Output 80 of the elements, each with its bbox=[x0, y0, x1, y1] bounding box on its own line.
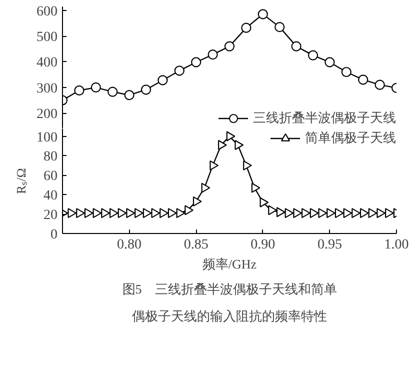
text: 偶极子天线的输入阻抗的频率特性 bbox=[132, 308, 327, 324]
point bbox=[274, 22, 285, 32]
y-tick-label: 200 bbox=[36, 107, 58, 122]
point bbox=[84, 208, 94, 218]
y-tick-label: 0 bbox=[50, 228, 58, 242]
y-tick-label: 600 bbox=[36, 4, 58, 20]
point bbox=[124, 90, 134, 100]
point bbox=[218, 140, 227, 150]
point bbox=[352, 208, 360, 218]
point bbox=[284, 208, 294, 218]
x-tick-label: 0.85 bbox=[184, 238, 208, 252]
point bbox=[208, 49, 218, 60]
point bbox=[258, 9, 268, 20]
point bbox=[241, 22, 252, 33]
point bbox=[134, 208, 144, 218]
point bbox=[334, 208, 344, 218]
y-tick-label: 100 bbox=[36, 130, 58, 146]
point bbox=[68, 208, 77, 218]
x-tick-label: 0.95 bbox=[317, 238, 342, 252]
point bbox=[358, 74, 368, 85]
point bbox=[293, 208, 302, 218]
point bbox=[191, 57, 202, 68]
y-tick-label: 500 bbox=[36, 30, 58, 46]
x-tick-label: 1.00 bbox=[384, 238, 409, 252]
y-tick-label: 40 bbox=[44, 188, 58, 204]
point bbox=[291, 41, 302, 52]
point bbox=[360, 208, 369, 218]
point bbox=[109, 208, 118, 218]
y-tick-label: 60 bbox=[44, 169, 58, 184]
point bbox=[318, 208, 328, 218]
point bbox=[374, 80, 385, 90]
point bbox=[276, 207, 286, 218]
point bbox=[90, 82, 101, 92]
point bbox=[224, 41, 235, 52]
point bbox=[308, 50, 318, 60]
point bbox=[368, 208, 378, 218]
point bbox=[376, 208, 386, 218]
point bbox=[140, 84, 152, 95]
point bbox=[385, 208, 394, 218]
point bbox=[126, 208, 136, 218]
x-tick-label: 0.90 bbox=[250, 238, 276, 252]
point bbox=[234, 140, 244, 150]
point bbox=[201, 182, 210, 193]
point bbox=[76, 208, 85, 218]
caption: 图5 三线折叠半波偶极子天线和简单 bbox=[122, 282, 337, 296]
x-tick-label: 0.80 bbox=[117, 238, 142, 252]
point bbox=[251, 182, 260, 193]
point bbox=[243, 160, 252, 170]
point bbox=[151, 208, 160, 218]
point bbox=[176, 208, 186, 218]
point bbox=[108, 86, 118, 97]
point bbox=[192, 196, 202, 206]
point bbox=[310, 208, 319, 218]
point bbox=[210, 160, 219, 170]
point bbox=[268, 205, 277, 216]
point bbox=[101, 208, 110, 218]
point bbox=[142, 208, 152, 218]
point bbox=[158, 75, 168, 86]
y-tick-label: 20 bbox=[44, 208, 58, 224]
point bbox=[74, 85, 84, 96]
legend-label: 简单偶极子天线 bbox=[305, 129, 396, 147]
y-tick-label: 80 bbox=[44, 150, 58, 165]
point bbox=[326, 208, 336, 218]
y-tick-label: 400 bbox=[36, 56, 58, 71]
point bbox=[168, 208, 177, 218]
point bbox=[302, 208, 310, 218]
point bbox=[341, 66, 352, 78]
point bbox=[160, 208, 168, 218]
point bbox=[92, 208, 102, 218]
point bbox=[324, 57, 335, 68]
point bbox=[118, 208, 127, 218]
y-axis-title: Rₛ/Ω bbox=[14, 168, 28, 194]
legend-label: 三线折叠半波偶极子天线 bbox=[253, 109, 396, 127]
point bbox=[174, 66, 184, 76]
x-axis-title: 频率/GHz bbox=[202, 256, 257, 272]
point bbox=[184, 205, 194, 216]
point bbox=[260, 197, 269, 208]
point bbox=[343, 208, 352, 218]
y-tick-label: 300 bbox=[36, 81, 58, 96]
point bbox=[226, 131, 236, 142]
